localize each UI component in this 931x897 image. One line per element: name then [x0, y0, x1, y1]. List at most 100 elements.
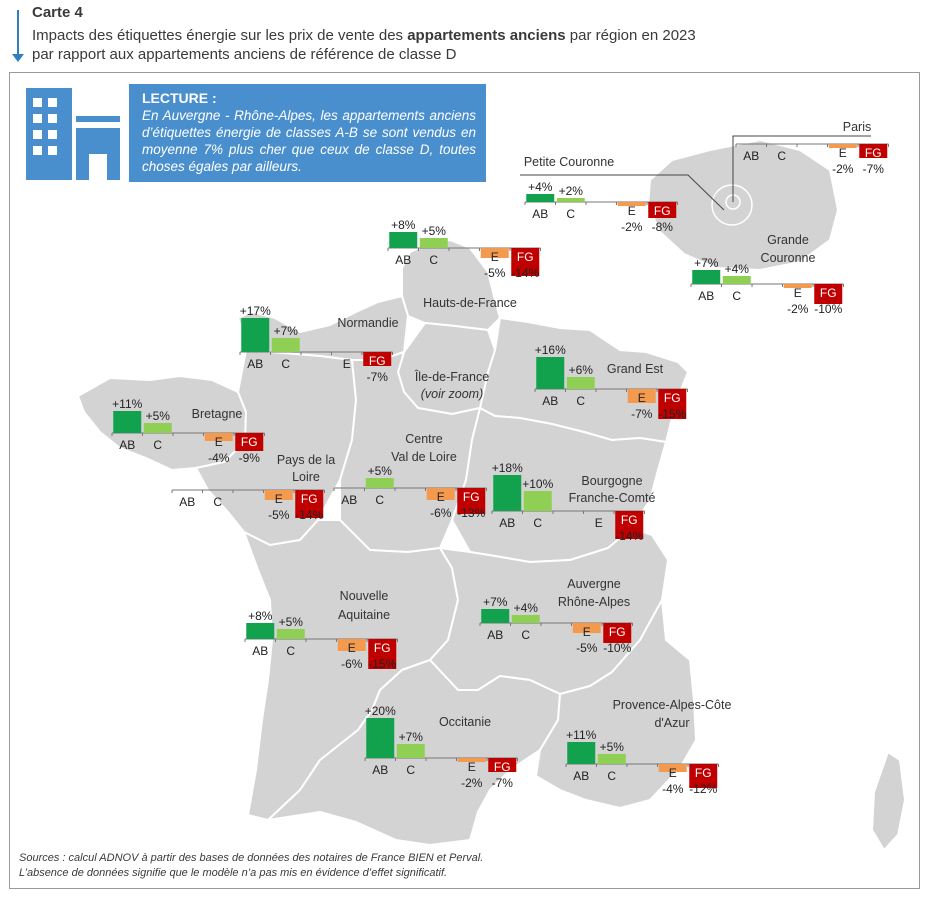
class-label-ab: AB — [487, 628, 503, 642]
value-label-e: -5% — [268, 508, 290, 522]
chart-centre-val-de-loire: AB C +5% E -6% FG -13% — [333, 464, 487, 520]
bar-e-nouvelle-aquitaine — [337, 639, 366, 651]
class-label-c: C — [153, 438, 162, 452]
class-label-c: C — [732, 289, 741, 303]
chart-paris: AB C E -2% FG -7% — [735, 143, 889, 176]
value-label-c: +5% — [422, 224, 447, 238]
class-label-e: E — [638, 391, 646, 405]
class-label-ab: AB — [499, 516, 515, 530]
bar-e-occitanie — [457, 758, 486, 762]
header-accent-bar — [17, 10, 19, 56]
bar-fg-grand-est — [658, 389, 687, 419]
class-label-ab: AB — [542, 394, 558, 408]
bar-e-grande-couronne — [783, 284, 812, 288]
class-label-e: E — [595, 516, 603, 530]
value-label-e: -4% — [662, 782, 684, 796]
region-name-hauts-de-france: Hauts-de-France — [423, 296, 517, 310]
region-name-paca-2: d'Azur — [654, 716, 689, 730]
class-label-c: C — [429, 253, 438, 267]
bar-e-pays-de-la-loire — [264, 490, 293, 500]
value-label-fg: -7% — [863, 162, 885, 176]
bar-fg-normandie — [363, 352, 392, 366]
bar-c-auvergne-rh-ne-alpes — [511, 615, 540, 623]
value-label-ab: +7% — [694, 256, 719, 270]
class-label-ab: AB — [179, 495, 195, 509]
class-label-ab: AB — [573, 769, 589, 783]
value-label-e: -2% — [621, 220, 643, 234]
reading-guide-text: En Auvergne - Rhône-Alpes, les apparteme… — [142, 108, 476, 174]
building-icon — [26, 88, 120, 180]
value-label-e: -7% — [631, 407, 653, 421]
class-label-fg: FG — [374, 641, 391, 655]
class-label-ab: AB — [341, 493, 357, 507]
class-label-c: C — [607, 769, 616, 783]
value-label-ab: +7% — [483, 595, 508, 609]
bar-c-bretagne — [143, 423, 172, 433]
class-label-ab: AB — [119, 438, 135, 452]
value-label-fg: -10% — [603, 641, 631, 655]
value-label-e: -5% — [576, 641, 598, 655]
value-label-c: +2% — [559, 184, 584, 198]
class-label-e: E — [669, 766, 677, 780]
region-name-normandie: Normandie — [337, 316, 398, 330]
value-label-c: +5% — [279, 615, 304, 629]
idf-note: (voir zoom) — [421, 387, 484, 401]
bar-ab-provence-alpes-c-te-d-azur — [567, 742, 596, 764]
zoom-petite-couronne-outline — [711, 184, 753, 226]
value-label-e: -2% — [787, 302, 809, 316]
bar-fg-bourgogne-franche-comt — [615, 511, 644, 539]
class-label-fg: FG — [517, 250, 534, 264]
chart-petite-couronne: AB +4% C +2% E -2% FG -8% — [524, 180, 678, 234]
value-label-fg: -15% — [658, 407, 686, 421]
leader-line-paris — [732, 135, 871, 202]
value-label-e: -6% — [341, 657, 363, 671]
bar-ab-bretagne — [113, 411, 142, 433]
chart-auvergne-rh-ne-alpes: AB +7% C +4% E -5% FG -10% — [479, 595, 633, 655]
bar-fg-nouvelle-aquitaine — [368, 639, 397, 669]
value-label-ab: +20% — [365, 704, 396, 718]
value-label-fg: -8% — [652, 220, 674, 234]
value-label-c: +7% — [399, 730, 424, 744]
bar-c-provence-alpes-c-te-d-azur — [597, 754, 626, 764]
value-label-fg: -14% — [615, 529, 643, 543]
value-label-c: +5% — [146, 409, 171, 423]
class-label-e: E — [275, 492, 283, 506]
reading-guide-box: LECTURE : En Auvergne - Rhône-Alpes, les… — [129, 84, 486, 182]
class-label-fg: FG — [820, 286, 837, 300]
title-bold: appartements anciens — [407, 27, 566, 44]
bar-c-normandie — [271, 338, 300, 352]
class-label-fg: FG — [463, 490, 480, 504]
value-label-ab: +16% — [535, 343, 566, 357]
bar-e-centre-val-de-loire — [426, 488, 455, 500]
value-label-e: -4% — [208, 451, 230, 465]
bar-ab-grande-couronne — [692, 270, 721, 284]
value-label-c: +5% — [600, 740, 625, 754]
class-label-e: E — [348, 641, 356, 655]
chart-hauts-de-france: AB +8% C +5% E -5% FG -14% — [387, 218, 541, 280]
region-name-auvergne-1: Auvergne — [567, 577, 621, 591]
title-line-2: par rapport aux appartements anciens de … — [32, 46, 457, 63]
value-label-c: +4% — [514, 601, 539, 615]
value-label-ab: +8% — [248, 609, 273, 623]
bar-e-paris — [828, 144, 857, 148]
bar-c-hauts-de-france — [419, 238, 448, 248]
chart-bretagne: AB +11% C +5% E -4% FG -9% — [111, 397, 265, 465]
class-label-ab: AB — [743, 149, 759, 163]
bar-fg-centre-val-de-loire — [457, 488, 486, 514]
title-part-1: Impacts des étiquettes énergie sur les p… — [32, 27, 408, 44]
map-title: Impacts des étiquettes énergie sur les p… — [32, 26, 912, 64]
value-label-fg: -13% — [457, 506, 485, 520]
class-label-e: E — [437, 490, 445, 504]
bar-c-occitanie — [396, 744, 425, 758]
bar-ab-occitanie — [366, 718, 395, 758]
class-label-c: C — [406, 763, 415, 777]
bar-c-centre-val-de-loire — [365, 478, 394, 488]
sources-line-2: L’absence de données signifie que le mod… — [19, 867, 448, 879]
bar-c-grande-couronne — [722, 276, 751, 284]
class-label-fg: FG — [621, 513, 638, 527]
region-corse — [871, 751, 906, 851]
bar-e-grand-est — [627, 389, 656, 403]
bar-fg-pays-de-la-loire — [295, 490, 324, 518]
class-label-e: E — [343, 357, 351, 371]
